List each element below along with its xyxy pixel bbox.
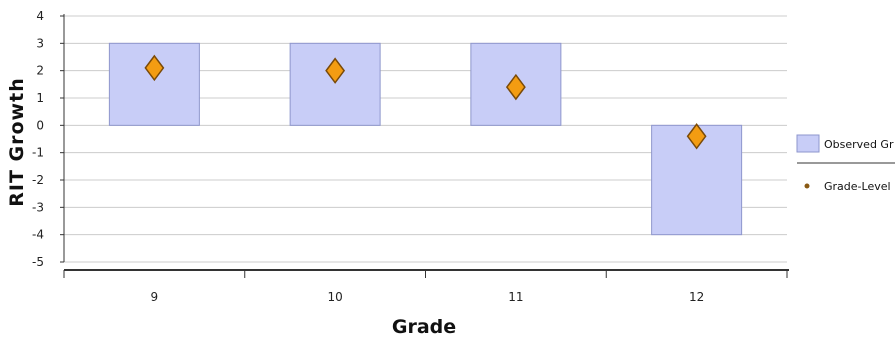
x-axis-title: Grade — [392, 316, 456, 338]
y-tick-label: -5 — [32, 255, 44, 269]
y-tick-label: 4 — [36, 9, 44, 23]
y-tick-label: -2 — [32, 173, 44, 187]
y-tick-label: 0 — [36, 118, 44, 132]
y-tick-label: 2 — [36, 64, 44, 78]
y-tick-label: -3 — [32, 200, 44, 214]
marker-grade-10 — [325, 57, 346, 84]
legend-grade-level-dot — [804, 183, 810, 189]
x-tick-label: 12 — [689, 290, 704, 304]
y-tick-label: -1 — [32, 146, 44, 160]
legend-observed-label: Observed Gr — [824, 138, 894, 151]
x-axis: 9 10 11 12 — [63, 269, 789, 304]
y-tick-label: -4 — [32, 228, 44, 242]
y-tick-label: 1 — [36, 91, 44, 105]
observed-growth-bars — [108, 42, 743, 236]
grade-level-markers — [144, 54, 707, 150]
marker-grade-9 — [144, 54, 165, 82]
y-axis-ticks: 4 3 2 1 0 -1 -2 -3 -4 -5 — [32, 9, 65, 269]
marker-grade-12 — [686, 123, 707, 150]
bar-grade-9 — [108, 42, 200, 126]
marker-grade-11 — [505, 73, 526, 101]
x-tick-label: 10 — [327, 290, 342, 304]
legend: Observed Gr Grade-Level — [796, 134, 895, 193]
y-axis-title: RIT Growth — [6, 77, 28, 206]
legend-grade-level-label: Grade-Level — [824, 180, 891, 193]
x-tick-label: 11 — [508, 290, 523, 304]
y-tick-label: 3 — [36, 36, 44, 50]
x-tick-label: 9 — [151, 290, 159, 304]
bar-grade-10 — [289, 42, 381, 126]
legend-observed-swatch — [796, 134, 820, 153]
